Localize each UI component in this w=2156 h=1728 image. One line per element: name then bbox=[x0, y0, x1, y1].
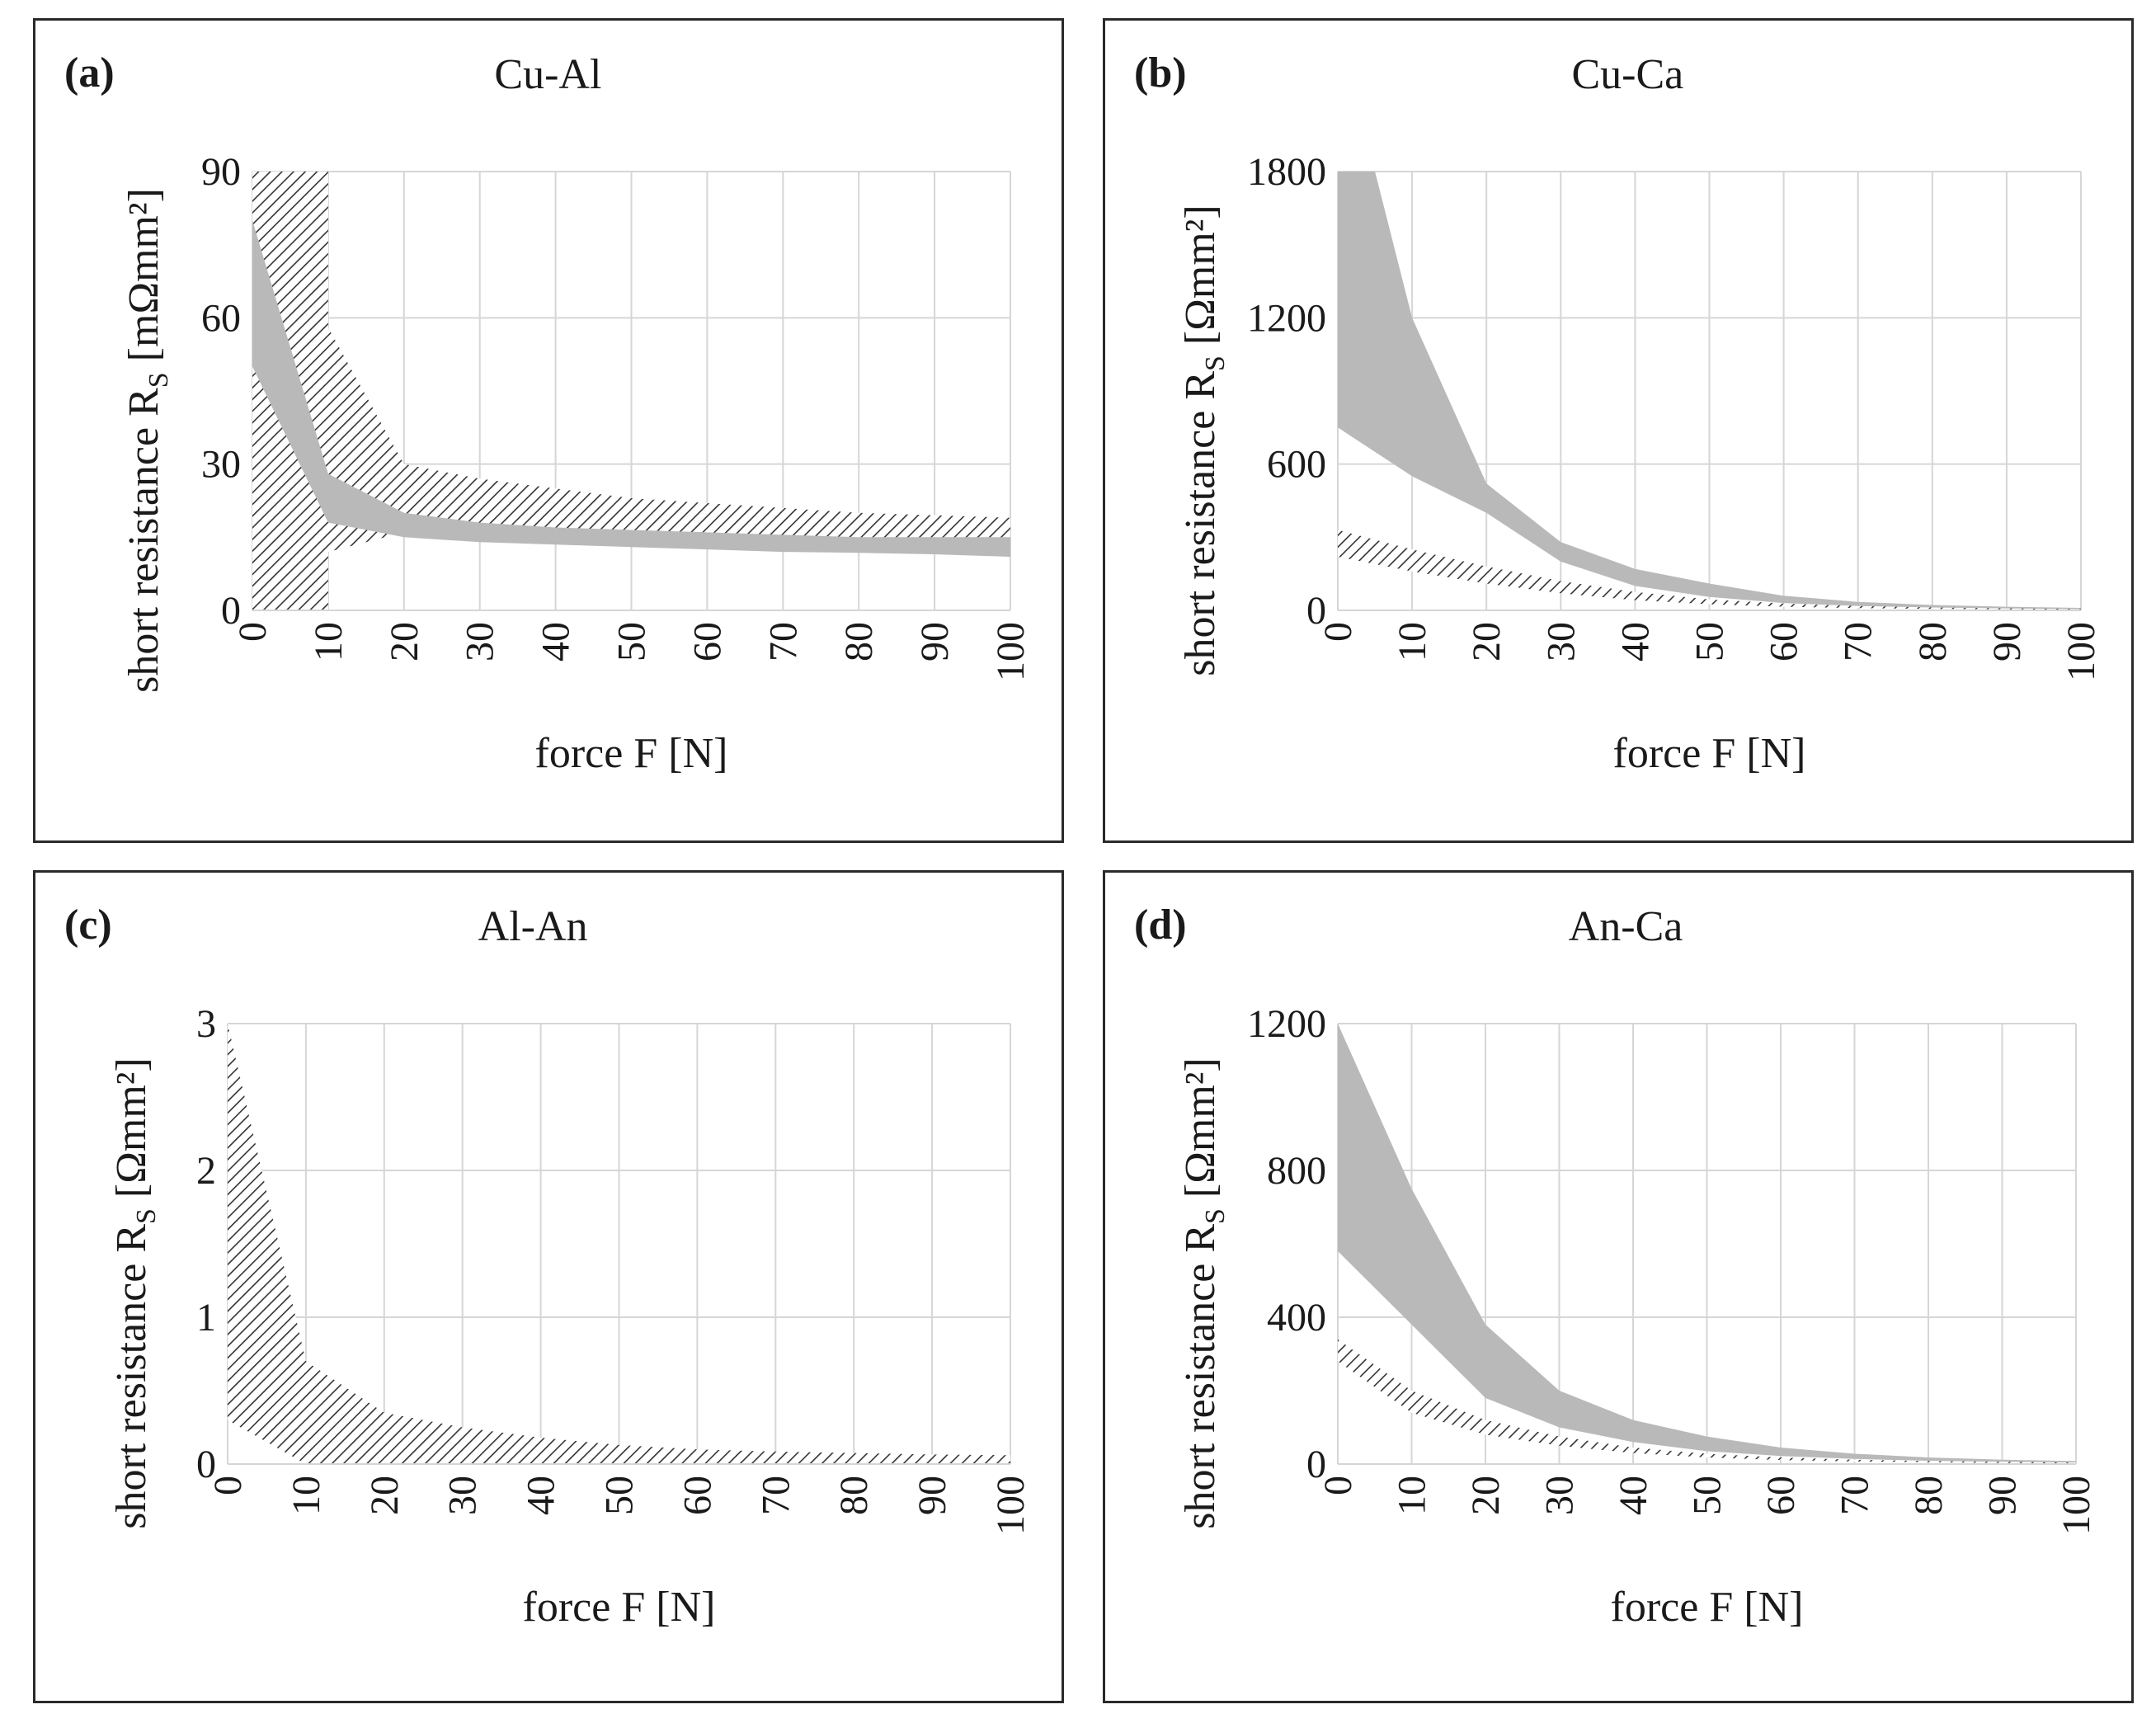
x-tick-label: 20 bbox=[363, 1476, 407, 1515]
panel-label: (d) bbox=[1134, 902, 1187, 949]
y-tick-label: 2 bbox=[196, 1149, 216, 1193]
chart-panel-an-ca: 0 400 800 1200 0 10 20 30 40 50 60 70 80 90 100 (d) An-C… bbox=[1103, 870, 2134, 1703]
x-tick-label: 40 bbox=[534, 622, 578, 662]
y-axis-title: short resistance RS [mΩmm²] bbox=[120, 188, 174, 693]
y-tick-label: 1 bbox=[196, 1296, 216, 1340]
panel-label: (c) bbox=[64, 902, 112, 949]
y-tick-label: 1800 bbox=[1247, 150, 1326, 194]
x-tick-label: 10 bbox=[285, 1476, 328, 1515]
x-tick-label: 60 bbox=[1759, 1476, 1803, 1515]
panel-label: (b) bbox=[1134, 49, 1187, 97]
hatched-band-area bbox=[228, 1024, 1010, 1464]
x-tick-label: 90 bbox=[1985, 622, 2029, 662]
x-tick-label: 70 bbox=[1834, 1476, 1877, 1515]
x-tick-label: 100 bbox=[989, 1476, 1033, 1535]
hatched-band-area bbox=[252, 172, 1010, 610]
x-tick-label: 0 bbox=[1316, 622, 1360, 642]
x-tick-label: 30 bbox=[1539, 622, 1583, 662]
x-tick-label: 70 bbox=[761, 622, 805, 662]
y-tick-label: 800 bbox=[1267, 1149, 1326, 1193]
x-tick-label: 90 bbox=[911, 1476, 954, 1515]
x-axis-title: force F [N] bbox=[523, 1584, 716, 1631]
chart-panel-al-an: 0 1 2 3 0 10 20 30 40 50 60 70 80 90 100 (c) Al-An force … bbox=[33, 870, 1064, 1703]
y-tick-label: 3 bbox=[196, 1002, 216, 1046]
x-tick-label: 100 bbox=[2059, 622, 2103, 681]
x-axis-title: force F [N] bbox=[1613, 730, 1806, 777]
chart-title: Cu-Al bbox=[494, 51, 601, 98]
y-tick-label: 90 bbox=[201, 150, 241, 194]
chart-svg-cu-al: 0 30 60 90 0 10 20 30 40 50 60 70 80 90 100 (a) Cu-Al for… bbox=[64, 49, 1033, 777]
x-tick-label: 70 bbox=[754, 1476, 798, 1515]
y-tick-label: 0 bbox=[1306, 1443, 1326, 1486]
x-tick-label: 0 bbox=[206, 1476, 250, 1495]
y-tick-label: 0 bbox=[221, 589, 241, 633]
x-tick-label: 20 bbox=[1464, 1476, 1508, 1515]
x-tick-label: 80 bbox=[837, 622, 881, 662]
x-tick-label: 90 bbox=[913, 622, 957, 662]
x-tick-label: 10 bbox=[1391, 1476, 1434, 1515]
y-tick-label: 0 bbox=[1306, 589, 1326, 633]
y-tick-label: 1200 bbox=[1247, 296, 1326, 340]
hatched-band-area bbox=[1338, 1339, 2076, 1464]
x-tick-label: 50 bbox=[1686, 1476, 1730, 1515]
x-tick-label: 70 bbox=[1837, 622, 1881, 662]
x-tick-label: 40 bbox=[520, 1476, 563, 1515]
x-tick-label: 50 bbox=[610, 622, 654, 662]
x-tick-label: 30 bbox=[441, 1476, 485, 1515]
y-tick-label: 60 bbox=[201, 296, 241, 340]
x-tick-label: 40 bbox=[1612, 1476, 1655, 1515]
x-tick-label: 30 bbox=[459, 622, 502, 662]
x-tick-label: 80 bbox=[1911, 622, 1955, 662]
y-tick-label: 1200 bbox=[1247, 1002, 1326, 1046]
x-tick-label: 80 bbox=[1907, 1476, 1951, 1515]
chart-panel-cu-al: 0 30 60 90 0 10 20 30 40 50 60 70 80 90 100 (a) Cu-Al for… bbox=[33, 18, 1064, 843]
y-tick-label: 0 bbox=[196, 1443, 216, 1486]
x-tick-label: 0 bbox=[231, 622, 275, 642]
y-tick-label: 400 bbox=[1267, 1296, 1326, 1340]
x-tick-label: 80 bbox=[832, 1476, 876, 1515]
x-tick-label: 40 bbox=[1613, 622, 1657, 662]
x-axis-title: force F [N] bbox=[535, 730, 728, 777]
chart-title: An-Ca bbox=[1569, 903, 1683, 950]
x-tick-label: 60 bbox=[676, 1476, 719, 1515]
x-tick-label: 50 bbox=[1688, 622, 1732, 662]
x-tick-label: 100 bbox=[2055, 1476, 2098, 1535]
x-tick-label: 90 bbox=[1981, 1476, 2025, 1515]
x-tick-label: 20 bbox=[1465, 622, 1509, 662]
x-tick-label: 50 bbox=[598, 1476, 642, 1515]
chart-svg-cu-ca: 0 600 1200 1800 0 10 20 30 40 50 60 70 80 90 100 (b) Cu-… bbox=[1134, 49, 2103, 777]
x-tick-label: 10 bbox=[1391, 622, 1434, 662]
x-tick-label: 60 bbox=[1763, 622, 1806, 662]
x-axis-title: force F [N] bbox=[1611, 1584, 1804, 1631]
x-tick-label: 20 bbox=[383, 622, 426, 662]
chart-title: Al-An bbox=[478, 903, 588, 950]
y-axis-title: short resistance RS [Ωmm²] bbox=[1177, 1057, 1231, 1528]
y-axis-title: short resistance RS [Ωmm²] bbox=[108, 1057, 162, 1528]
x-tick-label: 0 bbox=[1316, 1476, 1360, 1495]
panel-label: (a) bbox=[64, 49, 115, 97]
hatched-band-area bbox=[1338, 530, 2081, 610]
chart-title: Cu-Ca bbox=[1572, 51, 1684, 98]
chart-svg-an-ca: 0 400 800 1200 0 10 20 30 40 50 60 70 80 90 100 (d) An-C… bbox=[1134, 902, 2098, 1631]
x-tick-label: 60 bbox=[685, 622, 729, 662]
x-tick-label: 30 bbox=[1538, 1476, 1582, 1515]
x-tick-label: 100 bbox=[989, 622, 1033, 681]
x-tick-label: 10 bbox=[307, 622, 351, 662]
y-tick-label: 30 bbox=[201, 443, 241, 487]
y-axis-title: short resistance RS [Ωmm²] bbox=[1177, 205, 1231, 676]
chart-panel-cu-ca: 0 600 1200 1800 0 10 20 30 40 50 60 70 80 90 100 (b) Cu-… bbox=[1103, 18, 2134, 843]
y-tick-label: 600 bbox=[1267, 443, 1326, 487]
